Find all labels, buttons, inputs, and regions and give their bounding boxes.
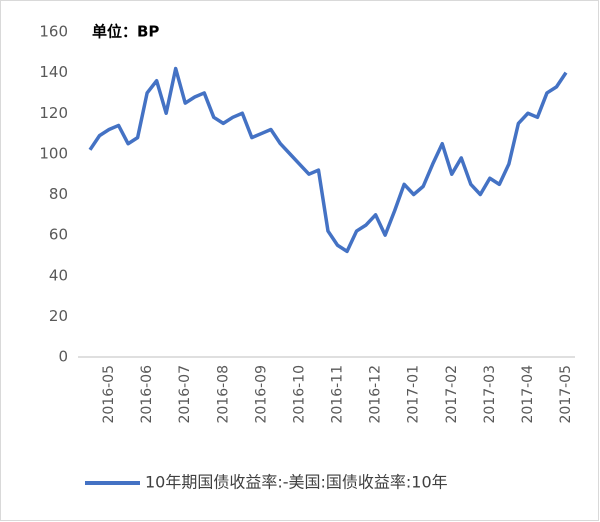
x-tick-label: 2017-02 [444,365,460,424]
y-tick-label: 160 [39,23,68,41]
x-tick-label: 2017-05 [558,365,574,424]
x-tick-label: 2016-10 [291,365,307,424]
data-line [88,66,568,254]
x-tick-label: 2016-05 [101,365,117,424]
x-tick-label: 2017-01 [406,365,422,424]
x-tick-label: 2016-07 [177,365,193,424]
x-tick-label: 2016-06 [139,365,155,424]
y-tick-label: 100 [39,144,68,162]
y-tick-label: 40 [49,266,68,284]
legend-label: 10年期国债收益率:-美国:国债收益率:10年 [145,473,448,492]
x-tick-label: 2016-09 [253,365,269,424]
unit-annotation: 单位：BP [92,23,159,41]
x-tick-label: 2016-08 [215,365,231,424]
x-tick-label: 2016-11 [330,365,346,424]
y-tick-label: 80 [49,185,68,203]
y-tick-label: 140 [39,63,68,81]
x-tick-label: 2017-04 [520,365,536,424]
y-tick-label: 60 [49,226,68,244]
x-tick-label: 2016-12 [368,365,384,424]
y-tick-label: 0 [58,348,68,366]
y-tick-label: 120 [39,104,68,122]
y-tick-label: 20 [49,307,68,325]
x-tick-label: 2017-03 [482,365,498,424]
